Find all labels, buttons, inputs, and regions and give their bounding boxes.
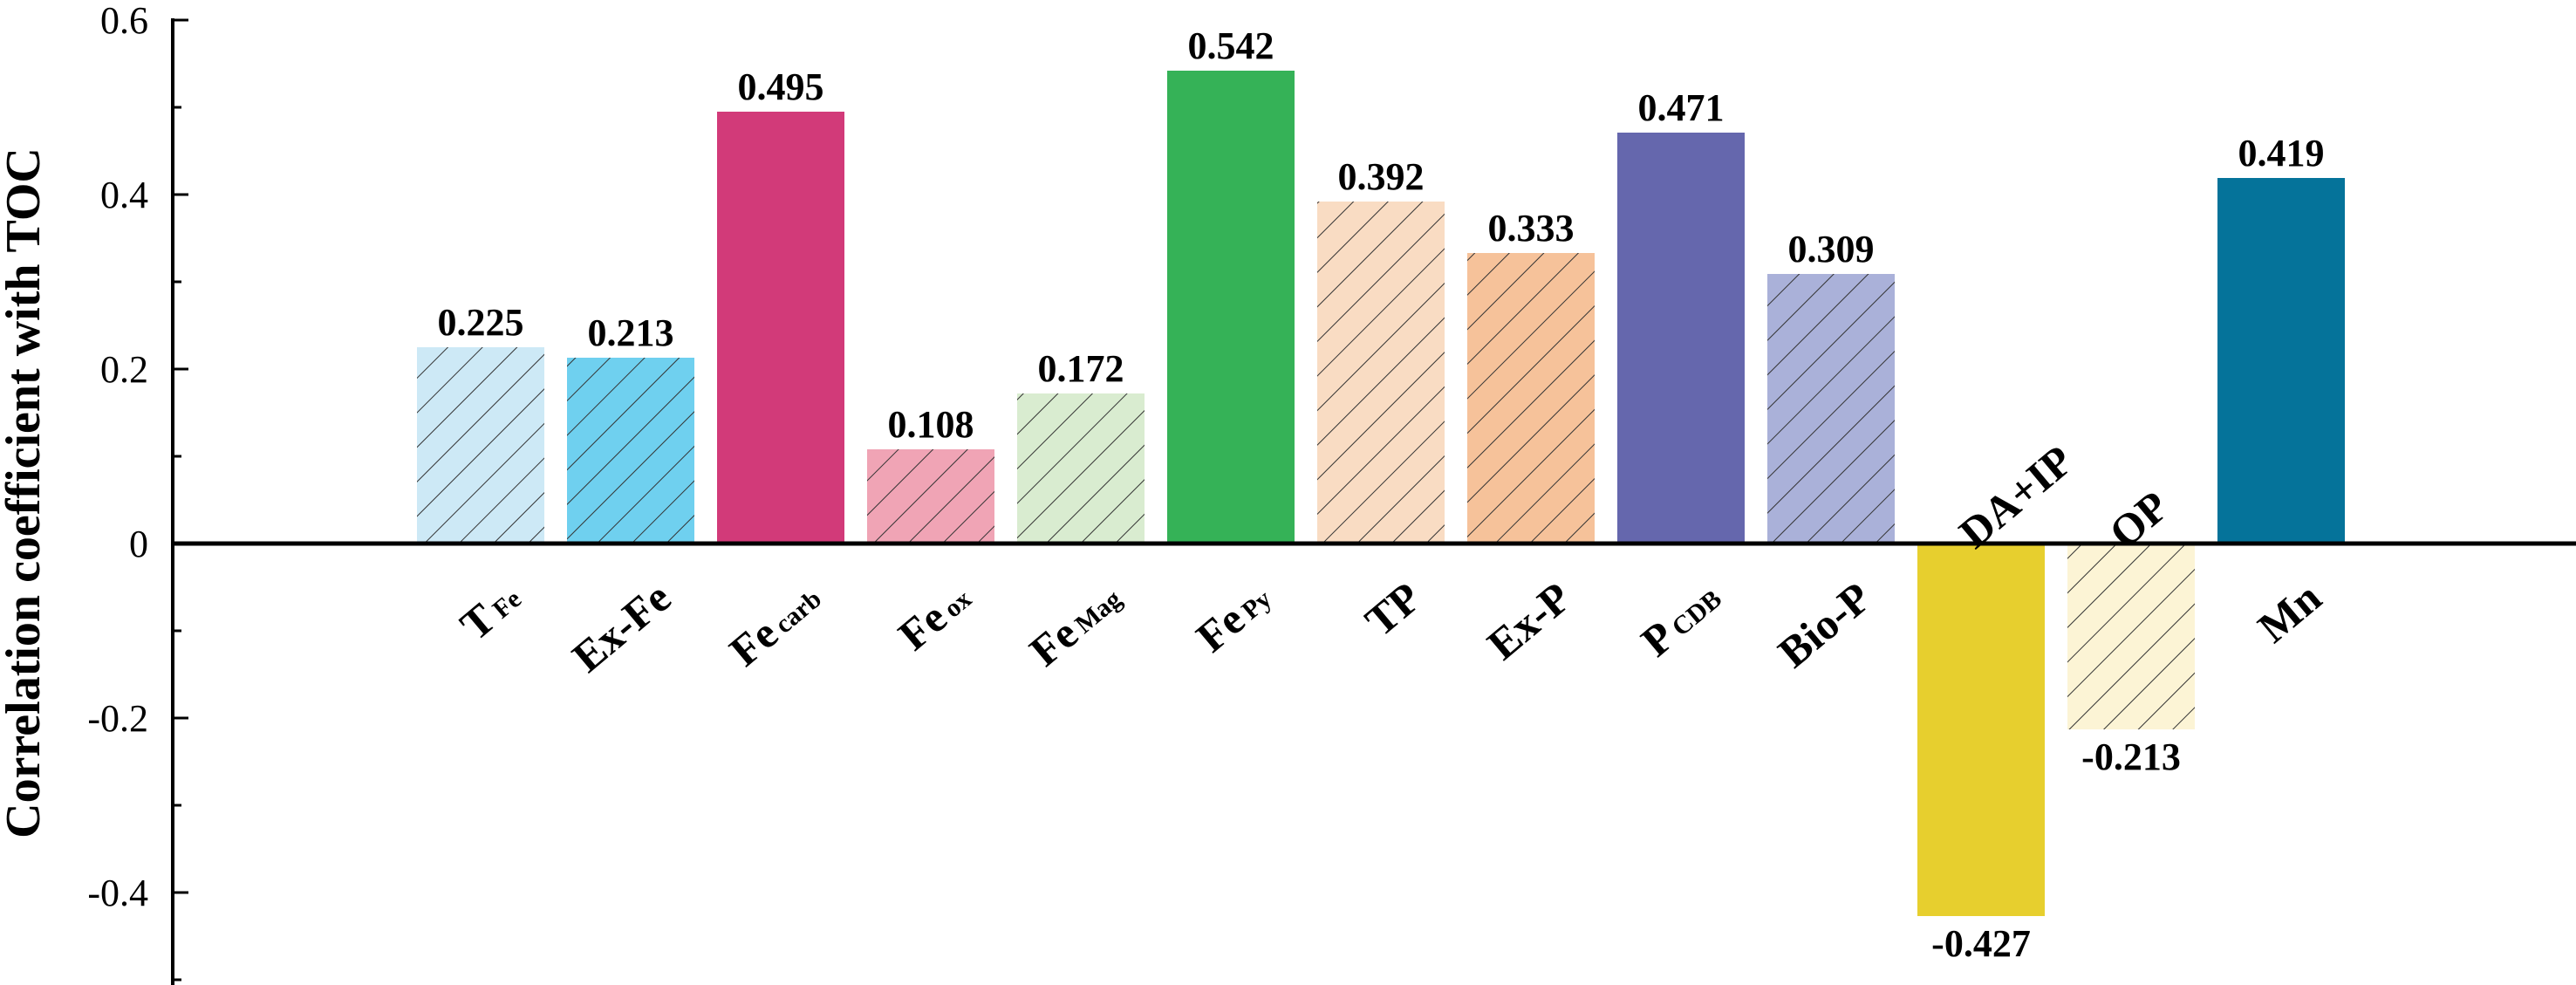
category-main-6: TP bbox=[1356, 572, 1430, 646]
y-tick-label-4: -0.2 bbox=[87, 697, 148, 740]
value-label-4: 0.172 bbox=[1038, 347, 1124, 390]
category-sub-8: CDB bbox=[1666, 585, 1727, 642]
bar-hatch-6 bbox=[1317, 202, 1445, 544]
value-label-7: 0.333 bbox=[1488, 207, 1575, 250]
category-label-4: FeMag bbox=[1021, 572, 1131, 675]
value-label-0: 0.225 bbox=[438, 301, 524, 344]
y-tick-label-1: 0.4 bbox=[100, 174, 148, 216]
category-label-8: PCDB bbox=[1632, 572, 1731, 666]
bar-hatch-9 bbox=[1767, 274, 1895, 544]
category-label-1: Ex-Fe bbox=[563, 572, 680, 681]
bar-8 bbox=[1617, 133, 1745, 544]
category-sub-4: Mag bbox=[1069, 585, 1127, 640]
value-label-11: -0.213 bbox=[2081, 735, 2181, 778]
bar-hatch-3 bbox=[867, 449, 994, 544]
category-sub-2: carb bbox=[769, 585, 827, 640]
value-label-5: 0.542 bbox=[1188, 24, 1274, 67]
category-label-5: FePy bbox=[1187, 572, 1281, 661]
bars-layer bbox=[417, 71, 2345, 916]
bar-hatch-0 bbox=[417, 347, 544, 544]
category-label-9: Bio-P bbox=[1769, 572, 1880, 677]
category-label-6: TP bbox=[1356, 572, 1430, 646]
value-label-6: 0.392 bbox=[1338, 155, 1425, 198]
y-tick-label-2: 0.2 bbox=[100, 348, 148, 391]
y-axis-label: Correlation coefficient with TOC bbox=[0, 147, 51, 838]
value-label-10: -0.427 bbox=[1931, 922, 2031, 965]
value-label-1: 0.213 bbox=[588, 311, 674, 354]
y-tick-label-3: 0 bbox=[129, 523, 148, 565]
category-main-7: Ex-P bbox=[1478, 572, 1580, 669]
category-main-9: Bio-P bbox=[1769, 572, 1880, 677]
category-label-0: TFe bbox=[451, 572, 530, 650]
bar-hatch-4 bbox=[1017, 393, 1145, 544]
y-tick-label-0: 0.6 bbox=[100, 0, 148, 42]
bar-10 bbox=[1917, 544, 2045, 916]
bar-hatch-7 bbox=[1467, 253, 1595, 544]
axes-layer: 0.6 0.4 0.2 0 -0.2 -0.4 bbox=[87, 0, 2576, 985]
category-main-1: Ex-Fe bbox=[563, 572, 680, 681]
value-label-3: 0.108 bbox=[888, 403, 974, 446]
category-label-2: Fecarb bbox=[721, 572, 830, 675]
value-label-2: 0.495 bbox=[738, 65, 824, 108]
bar-2 bbox=[717, 112, 844, 544]
category-label-10: DA+IP bbox=[1950, 435, 2081, 557]
value-label-12: 0.419 bbox=[2238, 132, 2325, 174]
category-main-10: DA+IP bbox=[1950, 435, 2081, 557]
category-label-7: Ex-P bbox=[1478, 572, 1580, 669]
category-label-3: Feox bbox=[889, 572, 980, 660]
value-label-9: 0.309 bbox=[1788, 228, 1875, 270]
bar-hatch-1 bbox=[567, 358, 694, 544]
category-label-12: Mn bbox=[2249, 572, 2331, 652]
category-main-12: Mn bbox=[2249, 572, 2331, 652]
y-tick-label-5: -0.4 bbox=[87, 872, 148, 914]
bar-hatch-11 bbox=[2067, 544, 2195, 729]
bar-5 bbox=[1167, 71, 1295, 544]
value-label-8: 0.471 bbox=[1638, 86, 1725, 129]
bar-12 bbox=[2217, 178, 2345, 544]
